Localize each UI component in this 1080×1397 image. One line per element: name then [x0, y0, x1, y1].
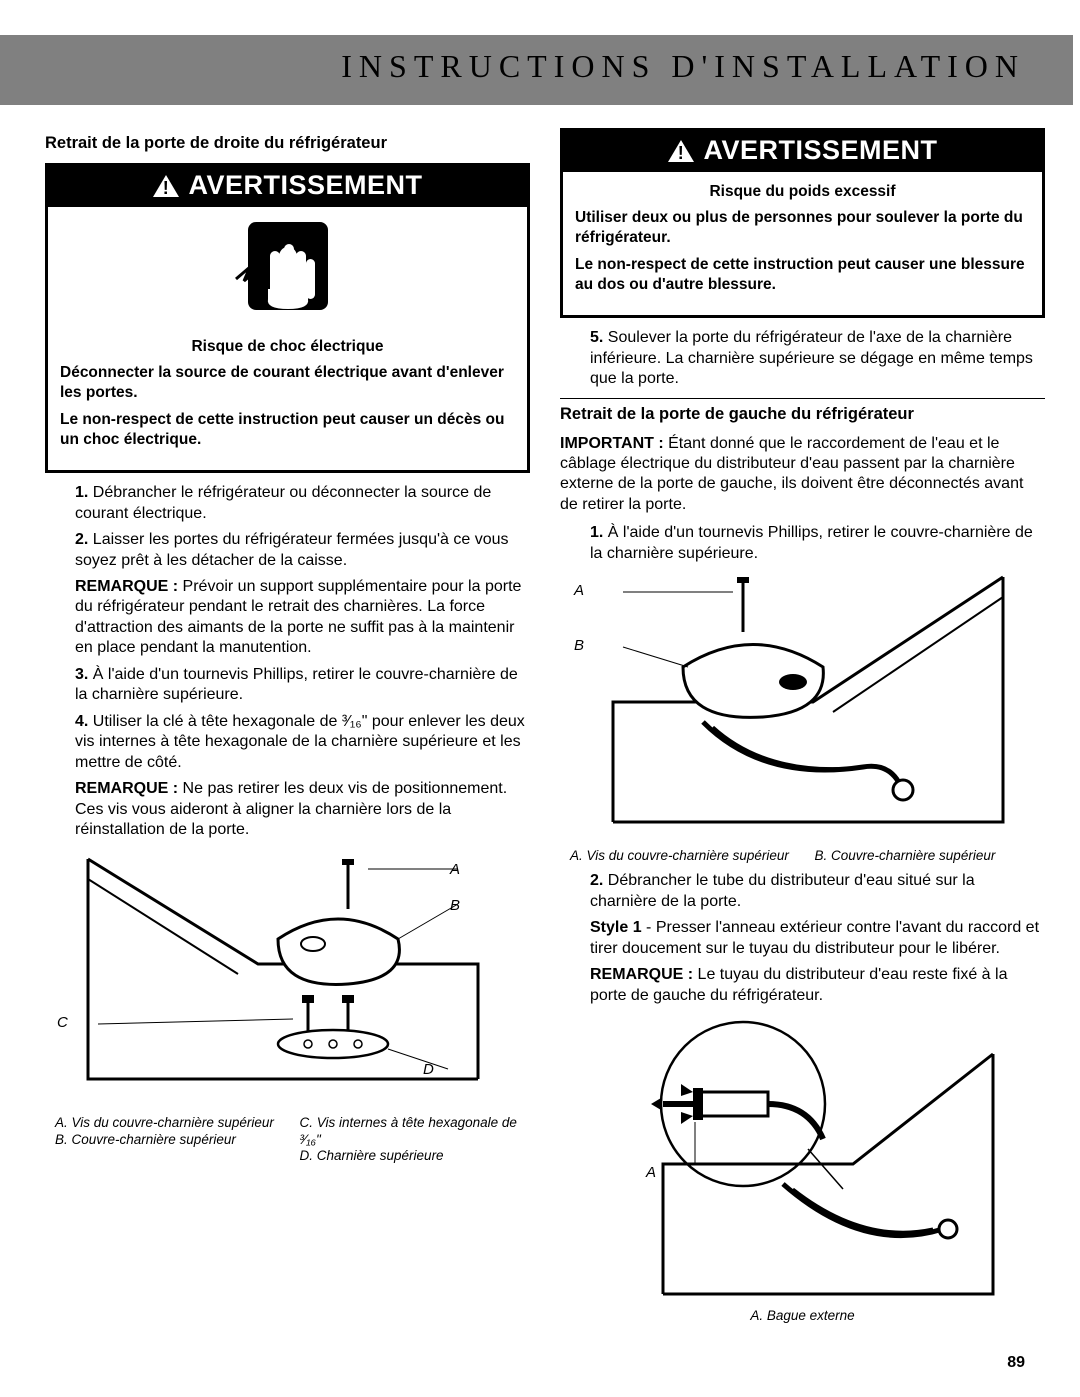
caption-col-1: A. Vis du couvre-charnière supérieur B. … — [55, 1115, 276, 1166]
step-2-note: REMARQUE : Prévoir un support supplément… — [75, 577, 530, 659]
style1-text: - Presser l'anneau extérieur contre l'av… — [590, 919, 1039, 956]
risk-title-shock: Risque de choc électrique — [60, 337, 515, 357]
right-step2-style: Style 1 - Presser l'anneau extérieur con… — [590, 918, 1045, 959]
warning-header: ! AVERTISSEMENT — [48, 166, 527, 207]
warning-triangle-icon: ! — [152, 174, 180, 198]
hinge-diagram-icon — [78, 849, 498, 1109]
right-step-2-text: Débrancher le tube du distributeur d'eau… — [590, 872, 975, 909]
right-step-1: 1. À l'aide d'un tournevis Phillips, ret… — [590, 523, 1045, 564]
section-divider — [560, 398, 1045, 399]
shock-hand-icon — [228, 219, 348, 314]
remarque-label: REMARQUE : — [75, 578, 178, 595]
warning-header-text: AVERTISSEMENT — [188, 170, 422, 201]
svg-text:!: ! — [163, 178, 170, 198]
fig1-caption-A: A. Vis du couvre-charnière supérieur — [570, 848, 791, 865]
fig-label-A: A — [450, 861, 460, 878]
step-4-note: REMARQUE : Ne pas retirer les deux vis d… — [75, 779, 530, 840]
warning-header-weight-text: AVERTISSEMENT — [703, 135, 937, 166]
caption-D: D. Charnière supérieure — [300, 1148, 521, 1165]
right-figure-1: A B — [560, 572, 1045, 842]
hinge-left-diagram-icon — [593, 572, 1013, 842]
warning-line1: Déconnecter la source de courant électri… — [60, 363, 515, 403]
section-title-right-door: Retrait de la porte de droite du réfrigé… — [45, 134, 530, 153]
warning-body-weight: Risque du poids excessif Utiliser deux o… — [563, 172, 1042, 315]
important-paragraph: IMPORTANT : Étant donné que le raccordem… — [560, 434, 1045, 516]
water-tube-diagram-icon — [603, 1014, 1003, 1304]
step-1-text: Débrancher le réfrigérateur ou déconnect… — [75, 484, 491, 521]
caption-col-2: C. Vis internes à tête hexagonale de ³⁄₁… — [300, 1115, 521, 1166]
right-step2-note: REMARQUE : Le tuyau du distributeur d'ea… — [590, 965, 1045, 1006]
right-step5-list: 5. Soulever la porte du réfrigérateur de… — [560, 328, 1045, 389]
section-title-left-door: Retrait de la porte de gauche du réfrigé… — [560, 405, 1045, 424]
right-remarque-label: REMARQUE : — [590, 966, 693, 983]
fig2-label-A: A — [646, 1164, 656, 1181]
right-step-1-text: À l'aide d'un tournevis Phillips, retire… — [590, 524, 1033, 561]
page-title: INSTRUCTIONS D'INSTALLATION — [341, 48, 1025, 85]
caption-B: B. Couvre-charnière supérieur — [55, 1132, 276, 1149]
right-figure2-caption: A. Bague externe — [560, 1308, 1045, 1323]
remarque-label-4: REMARQUE : — [75, 780, 178, 797]
shock-hand-icon-wrap — [48, 207, 527, 327]
important-label: IMPORTANT : — [560, 435, 664, 452]
warning-weight-line2: Le non-respect de cette instruction peut… — [575, 255, 1030, 295]
right-steps-2: 2. Débrancher le tube du distributeur d'… — [560, 871, 1045, 1006]
step-2: 2. Laisser les portes du réfrigérateur f… — [75, 530, 530, 659]
svg-text:!: ! — [678, 143, 685, 163]
step-3-text: À l'aide d'un tournevis Phillips, retire… — [75, 666, 518, 703]
left-figure-caption: A. Vis du couvre-charnière supérieur B. … — [45, 1113, 530, 1172]
risk-title-weight: Risque du poids excessif — [575, 182, 1030, 202]
warning-line2: Le non-respect de cette instruction peut… — [60, 410, 515, 450]
fig-label-C: C — [57, 1014, 68, 1031]
right-figure1-caption: A. Vis du couvre-charnière supérieur B. … — [560, 846, 1045, 871]
warning-body-shock: Risque de choc électrique Déconnecter la… — [48, 327, 527, 470]
fig-label-B: B — [450, 897, 460, 914]
fig1-label-B: B — [574, 637, 584, 654]
warning-weight-line1: Utiliser deux ou plus de personnes pour … — [575, 208, 1030, 248]
right-figure-2: A — [560, 1014, 1045, 1304]
fig1-label-A: A — [574, 582, 584, 599]
step-5-text: Soulever la porte du réfrigérateur de l'… — [590, 329, 1033, 387]
style1-label: Style 1 — [590, 919, 642, 936]
right-steps: 1. À l'aide d'un tournevis Phillips, ret… — [560, 523, 1045, 564]
warning-triangle-icon: ! — [667, 139, 695, 163]
step-4-text: Utiliser la clé à tête hexagonale de ³⁄₁… — [75, 713, 525, 771]
page-number: 89 — [1007, 1354, 1025, 1372]
left-steps: 1. Débrancher le réfrigérateur ou déconn… — [45, 483, 530, 841]
step-5: 5. Soulever la porte du réfrigérateur de… — [590, 328, 1045, 389]
left-column: Retrait de la porte de droite du réfrigé… — [45, 128, 530, 1327]
caption-C: C. Vis internes à tête hexagonale de ³⁄₁… — [300, 1115, 521, 1149]
warning-box-shock: ! AVERTISSEMENT — [45, 163, 530, 473]
warning-header-weight: ! AVERTISSEMENT — [563, 131, 1042, 172]
step-2-text: Laisser les portes du réfrigérateur ferm… — [75, 531, 509, 568]
caption-A: A. Vis du couvre-charnière supérieur — [55, 1115, 276, 1132]
step-4: 4. Utiliser la clé à tête hexagonale de … — [75, 712, 530, 841]
step-1: 1. Débrancher le réfrigérateur ou déconn… — [75, 483, 530, 524]
content-area: Retrait de la porte de droite du réfrigé… — [45, 128, 1045, 1327]
right-column: ! AVERTISSEMENT Risque du poids excessif… — [560, 128, 1045, 1327]
warning-box-weight: ! AVERTISSEMENT Risque du poids excessif… — [560, 128, 1045, 318]
step-3: 3. À l'aide d'un tournevis Phillips, ret… — [75, 665, 530, 706]
fig1-caption-B: B. Couvre-charnière supérieur — [815, 848, 1036, 865]
right-step-2: 2. Débrancher le tube du distributeur d'… — [590, 871, 1045, 1006]
left-figure: A B C D — [45, 849, 530, 1109]
fig-label-D: D — [423, 1061, 434, 1078]
